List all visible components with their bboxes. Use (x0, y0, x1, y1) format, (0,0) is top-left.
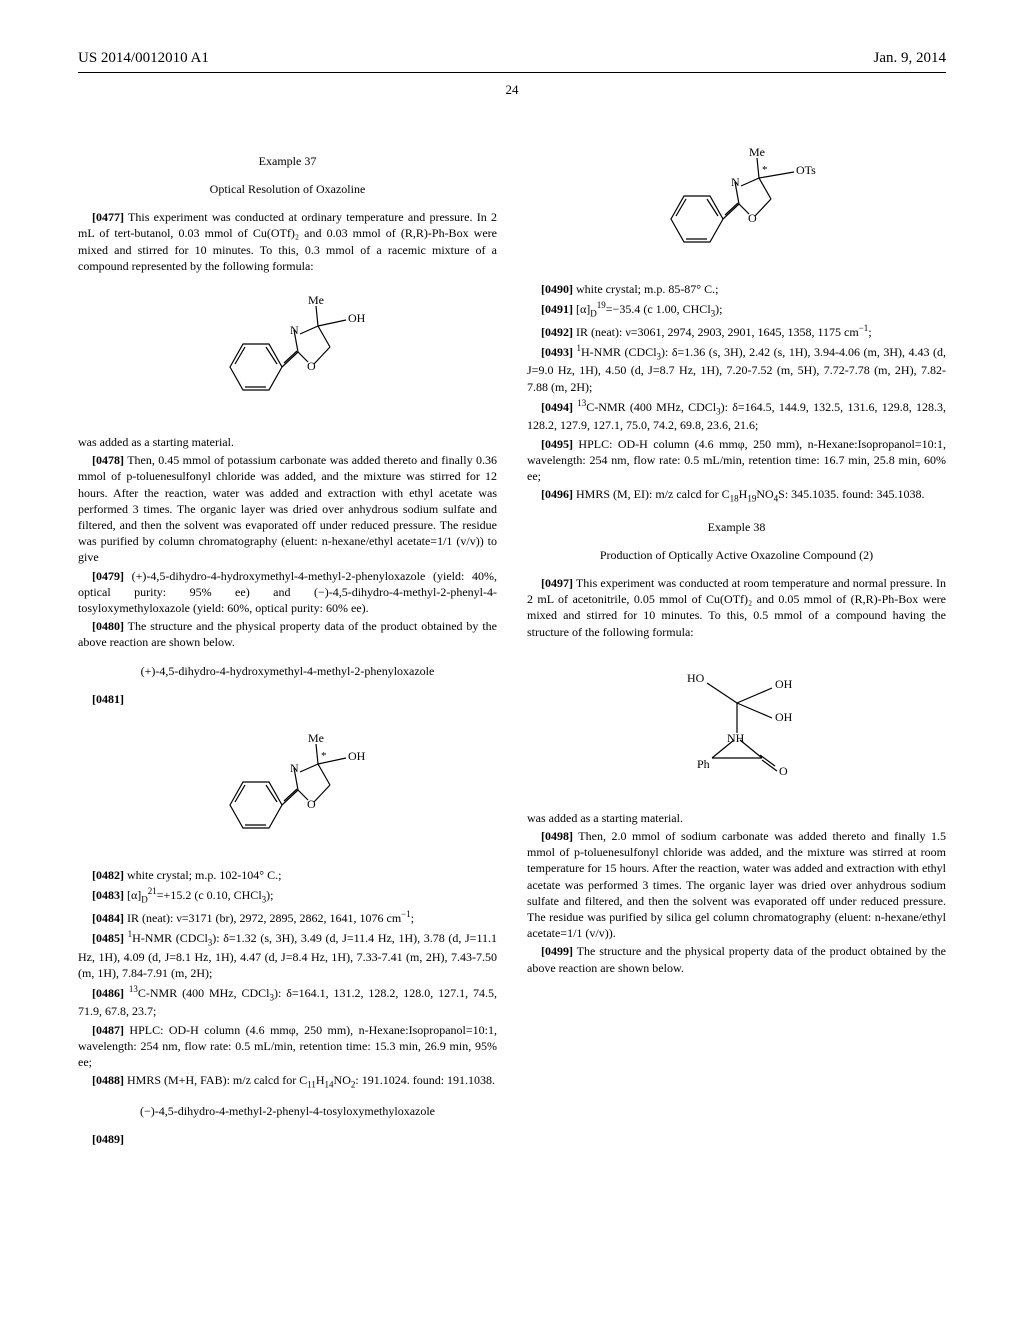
svg-text:N: N (290, 761, 299, 775)
example-38-title: Example 38 (527, 519, 946, 535)
para-0477-tail: was added as a starting material. (78, 434, 497, 450)
svg-text:N: N (731, 175, 740, 189)
svg-text:O: O (307, 359, 316, 373)
svg-text:*: * (321, 750, 327, 762)
structure-triol-amide: HO OH OH NH Ph O (527, 658, 946, 792)
para-0492: [0492] IR (neat): ν=3061, 2974, 2903, 29… (527, 322, 946, 340)
page-number: 24 (78, 81, 946, 99)
para-0486: [0486] 13C-NMR (400 MHz, CDCl3): δ=164.1… (78, 983, 497, 1020)
svg-text:N: N (290, 323, 299, 337)
svg-text:NH: NH (727, 731, 745, 745)
pnum-0481: [0481] (92, 692, 124, 706)
para-0484: [0484] IR (neat): ν=3171 (br), 2972, 289… (78, 908, 497, 926)
para-0496: [0496] HMRS (M, EI): m/z calcd for C18H1… (527, 486, 946, 505)
compound-b-name: (−)-4,5-dihydro-4-methyl-2-phenyl-4-tosy… (78, 1103, 497, 1119)
svg-text:*: * (762, 164, 768, 176)
pnum-0497: [0497] (541, 576, 573, 590)
para-0478: [0478] Then, 0.45 mmol of potassium carb… (78, 452, 497, 565)
svg-text:OTs: OTs (796, 163, 816, 177)
para-0485: [0485] 1H-NMR (CDCl3): δ=1.32 (s, 3H), 3… (78, 928, 497, 981)
compound-a-name: (+)-4,5-dihydro-4-hydroxymethyl-4-methyl… (78, 663, 497, 679)
example-37-subtitle: Optical Resolution of Oxazoline (78, 181, 497, 197)
para-0490: [0490] white crystal; m.p. 85-87° C.; (527, 281, 946, 297)
pnum-0484: [0484] (92, 911, 124, 925)
svg-text:HO: HO (687, 671, 705, 685)
pnum-0495: [0495] (541, 437, 573, 451)
pnum-0479: [0479] (92, 569, 124, 583)
structure-compound-b: N O Me * OTs (527, 139, 946, 263)
svg-text:OH: OH (348, 311, 366, 325)
pnum-0494: [0494] (541, 400, 573, 414)
example-38-subtitle: Production of Optically Active Oxazoline… (527, 547, 946, 563)
para-0495: [0495] HPLC: OD-H column (4.6 mmφ, 250 m… (527, 436, 946, 485)
para-0481: [0481] (78, 691, 497, 707)
para-0489: [0489] (78, 1131, 497, 1147)
pnum-0498: [0498] (541, 829, 573, 843)
para-0497-tail: was added as a starting material. (527, 810, 946, 826)
pnum-0480: [0480] (92, 619, 124, 633)
example-37-title: Example 37 (78, 153, 497, 169)
para-0499: [0499] The structure and the physical pr… (527, 943, 946, 975)
pnum-0482: [0482] (92, 868, 124, 882)
pnum-0492: [0492] (541, 325, 573, 339)
pnum-0483: [0483] (92, 888, 124, 902)
para-0482: [0482] white crystal; m.p. 102-104° C.; (78, 867, 497, 883)
para-0487: [0487] HPLC: OD-H column (4.6 mmφ, 250 m… (78, 1022, 497, 1071)
para-0477: [0477] This experiment was conducted at … (78, 209, 497, 274)
pnum-0485: [0485] (92, 931, 124, 945)
svg-text:O: O (307, 797, 316, 811)
page-header: US 2014/0012010 A1 Jan. 9, 2014 (78, 48, 946, 73)
para-0479: [0479] (+)-4,5-dihydro-4-hydroxymethyl-4… (78, 568, 497, 617)
para-0498: [0498] Then, 2.0 mmol of sodium carbonat… (527, 828, 946, 941)
svg-text:OH: OH (348, 749, 366, 763)
pnum-0486: [0486] (92, 986, 124, 1000)
para-0480: [0480] The structure and the physical pr… (78, 618, 497, 650)
pnum-0487: [0487] (92, 1023, 124, 1037)
pnum-0488: [0488] (92, 1073, 124, 1087)
structure-oxazoline-oh: N O Me OH (78, 292, 497, 416)
pnum-0478: [0478] (92, 453, 124, 467)
svg-text:Me: Me (749, 145, 765, 159)
para-0488: [0488] HMRS (M+H, FAB): m/z calcd for C1… (78, 1072, 497, 1091)
structure-compound-a: N O Me * OH (78, 725, 497, 849)
svg-text:O: O (779, 764, 788, 778)
pnum-0493: [0493] (541, 345, 573, 359)
pnum-0489: [0489] (92, 1132, 124, 1146)
pnum-0490: [0490] (541, 282, 573, 296)
pnum-0491: [0491] (541, 302, 573, 316)
para-0497: [0497] This experiment was conducted at … (527, 575, 946, 640)
para-0483: [0483] [α]D21=+15.2 (c 0.10, CHCl3); (78, 885, 497, 906)
svg-text:OH: OH (775, 677, 793, 691)
svg-text:O: O (748, 211, 757, 225)
pub-number: US 2014/0012010 A1 (78, 48, 209, 68)
svg-text:OH: OH (775, 710, 793, 724)
pub-date: Jan. 9, 2014 (874, 48, 947, 68)
para-0494: [0494] 13C-NMR (400 MHz, CDCl3): δ=164.5… (527, 397, 946, 434)
svg-text:Ph: Ph (697, 757, 710, 771)
pnum-0499: [0499] (541, 944, 573, 958)
pnum-0477: [0477] (92, 210, 124, 224)
para-0491: [0491] [α]D19=−35.4 (c 1.00, CHCl3); (527, 299, 946, 320)
para-0493: [0493] 1H-NMR (CDCl3): δ=1.36 (s, 3H), 2… (527, 342, 946, 395)
svg-text:Me: Me (308, 293, 324, 307)
pnum-0496: [0496] (541, 487, 573, 501)
svg-text:Me: Me (308, 731, 324, 745)
